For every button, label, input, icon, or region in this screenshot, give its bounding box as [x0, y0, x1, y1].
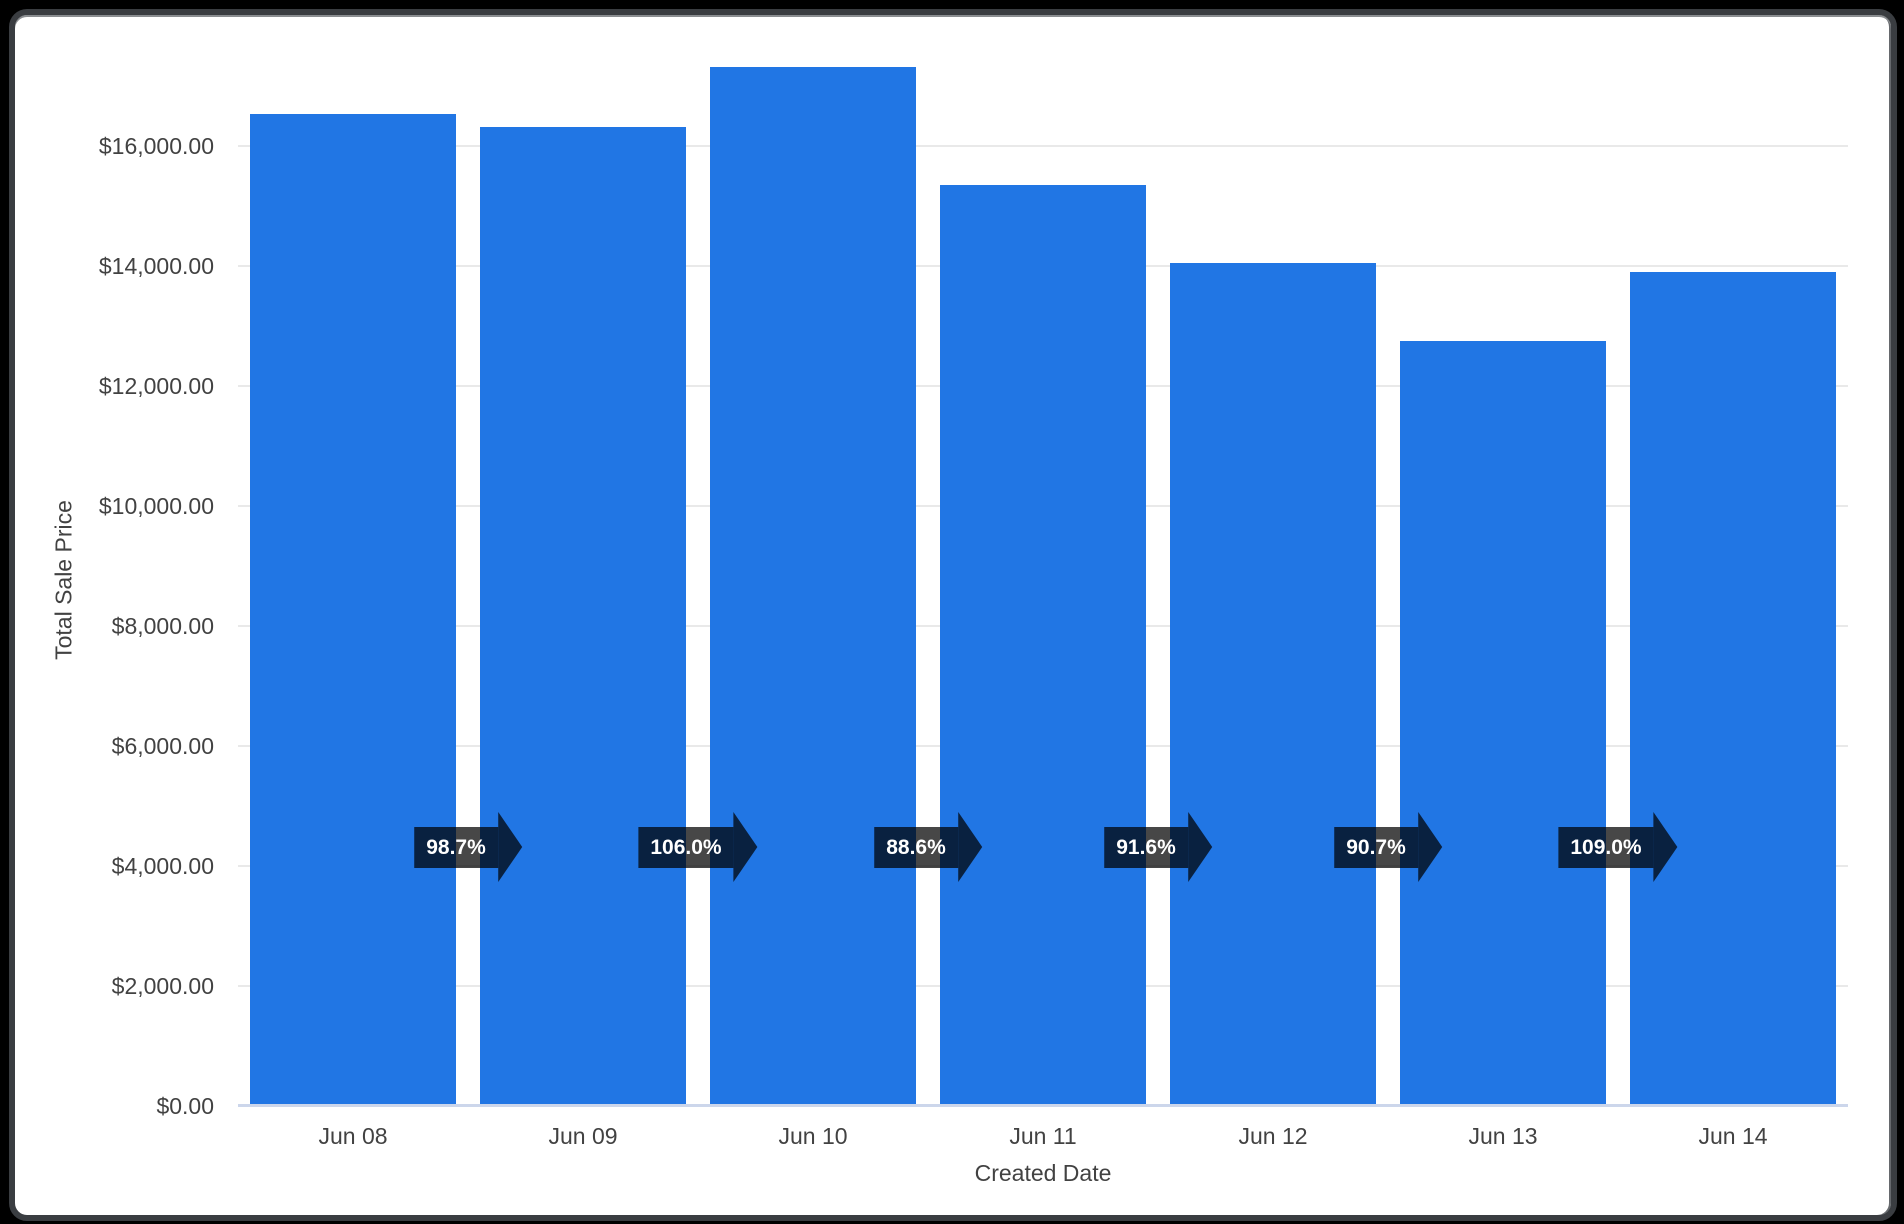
y-axis-tick-label: $2,000.00 [111, 973, 214, 999]
x-axis-tick-label: Jun 11 [1009, 1123, 1077, 1149]
y-axis-tick-label: $8,000.00 [111, 613, 214, 639]
y-axis-tick-label: $4,000.00 [111, 853, 214, 879]
bar-jun-13[interactable] [1400, 341, 1606, 1104]
pct-change-label: 88.6% [874, 826, 958, 868]
pct-change-badge: 90.7% [1334, 812, 1442, 882]
y-axis-title: Total Sale Price [50, 500, 77, 660]
y-axis-tick-label: $10,000.00 [98, 493, 214, 519]
bar-jun-12[interactable] [1170, 263, 1376, 1104]
y-axis-tick-label: $16,000.00 [98, 133, 214, 159]
chart-card: $0.00 $2,000.00 $4,000.00 $6,000.00 $8,000.0… [9, 9, 1897, 1221]
pct-change-badge: 98.7% [414, 812, 522, 882]
gridline [238, 145, 1848, 147]
y-axis-tick-label: $0.00 [156, 1093, 214, 1119]
bar-chart: $0.00 $2,000.00 $4,000.00 $6,000.00 $8,000.0… [15, 15, 1891, 1215]
x-axis-title: Created Date [974, 1160, 1112, 1186]
arrow-right-icon [497, 812, 522, 882]
pct-change-label: 106.0% [638, 826, 734, 868]
pct-change-badge: 88.6% [874, 812, 982, 882]
bar-jun-10[interactable] [710, 66, 916, 1104]
x-axis-tick-label: Jun 09 [548, 1123, 618, 1149]
arrow-right-icon [733, 812, 758, 882]
pct-change-badge: 106.0% [638, 812, 758, 882]
bar-jun-09[interactable] [480, 126, 686, 1104]
x-axis-baseline [238, 1104, 1848, 1107]
pct-change-label: 91.6% [1104, 826, 1188, 868]
bar-jun-14[interactable] [1630, 272, 1836, 1104]
x-axis-tick-label: Jun 14 [1698, 1123, 1768, 1149]
pct-change-badge: 109.0% [1558, 812, 1678, 882]
x-axis-tick-label: Jun 13 [1468, 1123, 1538, 1149]
x-axis-tick-label: Jun 08 [318, 1123, 388, 1149]
x-axis-tick-label: Jun 10 [778, 1123, 848, 1149]
arrow-right-icon [957, 812, 982, 882]
pct-change-label: 90.7% [1334, 826, 1418, 868]
bar-jun-11[interactable] [940, 185, 1146, 1104]
bar-jun-08[interactable] [250, 114, 456, 1104]
x-axis-tick-label: Jun 12 [1238, 1123, 1308, 1149]
arrow-right-icon [1653, 812, 1678, 882]
pct-change-badge: 91.6% [1104, 812, 1212, 882]
pct-change-label: 109.0% [1558, 826, 1654, 868]
pct-change-label: 98.7% [414, 826, 498, 868]
y-axis-tick-label: $14,000.00 [98, 253, 214, 279]
y-axis-tick-label: $12,000.00 [98, 373, 214, 399]
arrow-right-icon [1417, 812, 1442, 882]
arrow-right-icon [1187, 812, 1212, 882]
y-axis-tick-label: $6,000.00 [111, 733, 214, 759]
